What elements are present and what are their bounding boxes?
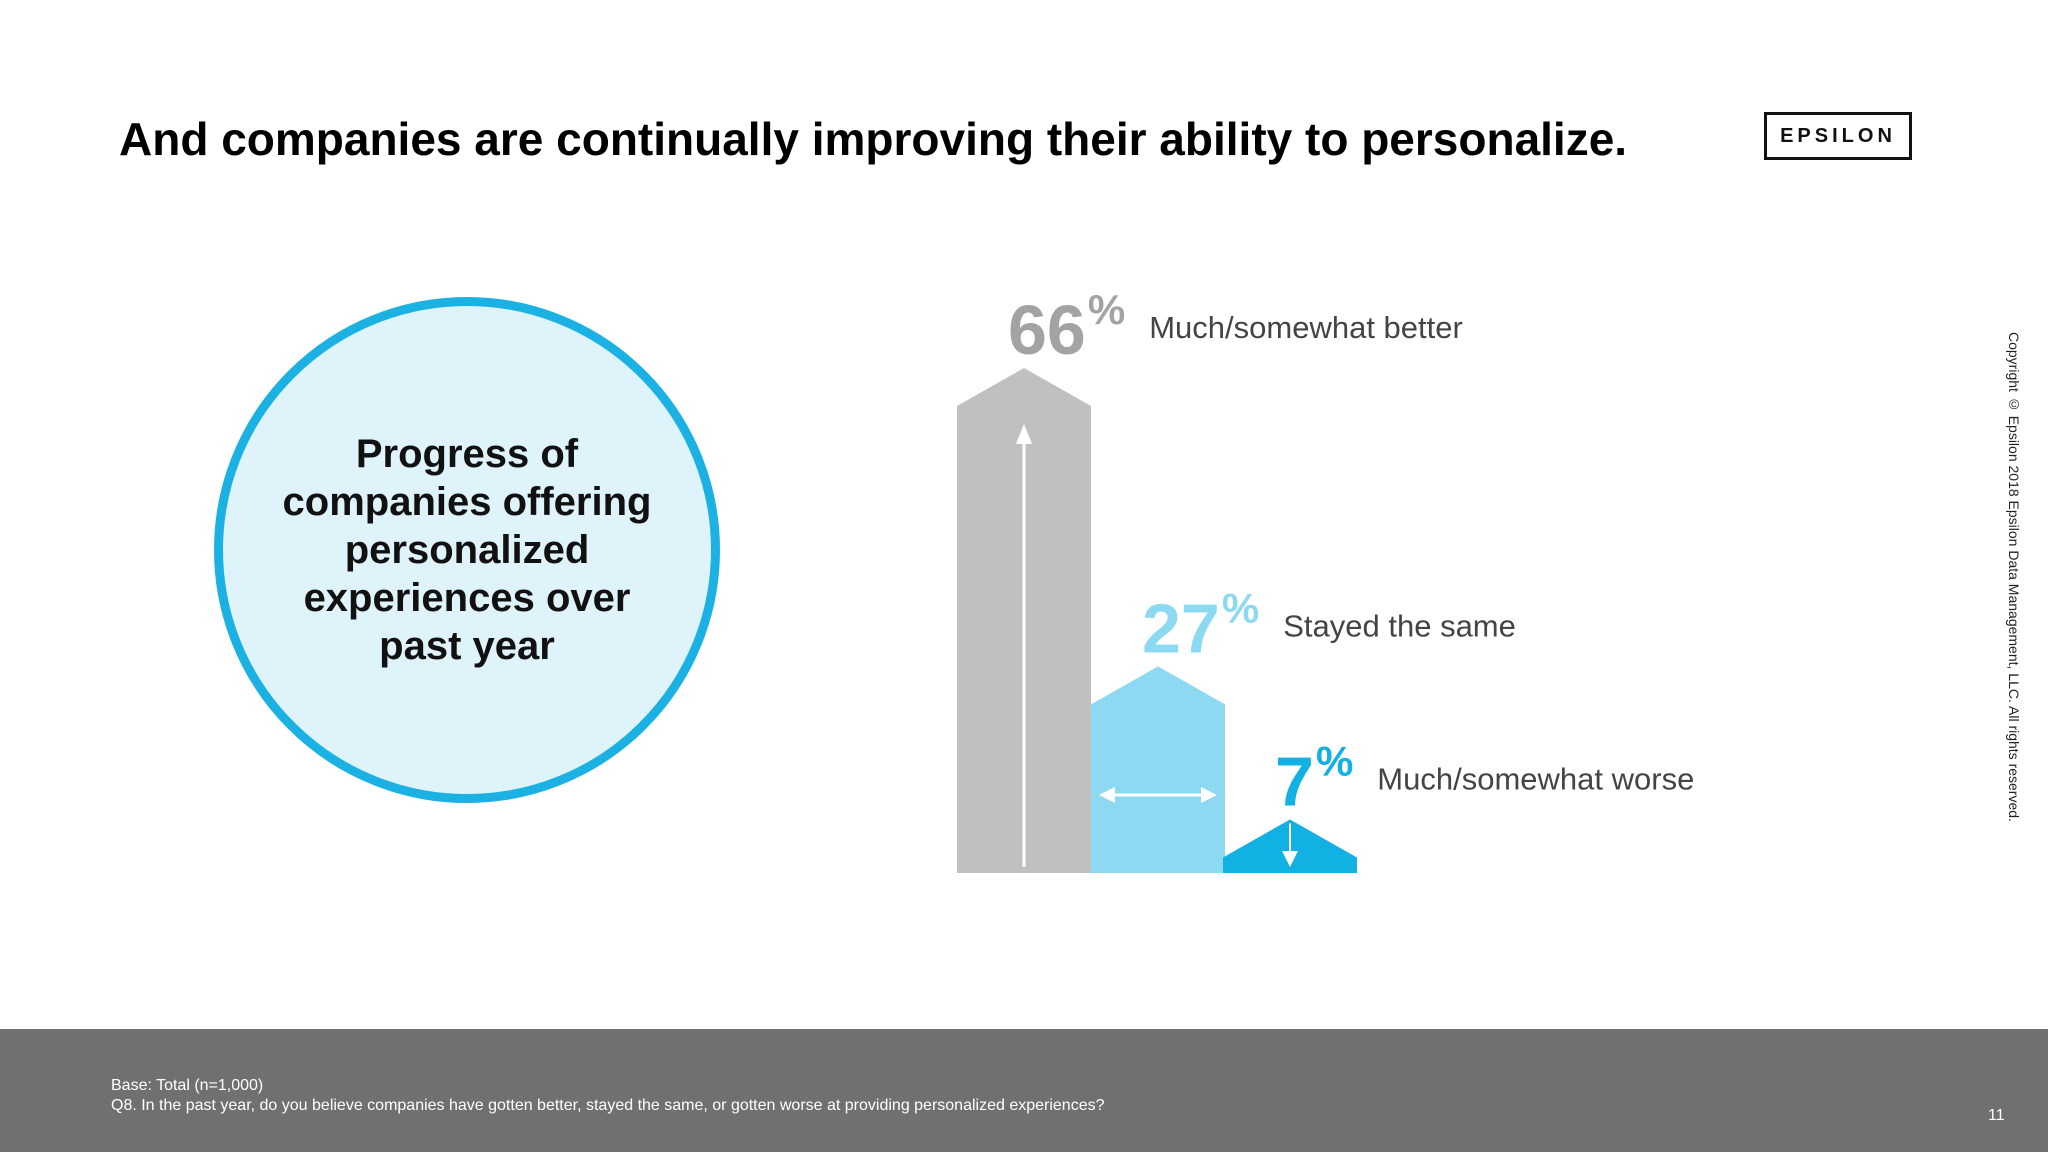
percent-sign-same: % — [1222, 584, 1259, 631]
page-title: And companies are continually improving … — [119, 113, 1628, 165]
up-arrow-icon — [1016, 424, 1032, 867]
percent-sign-worse: % — [1316, 737, 1353, 784]
category-label-better: Much/somewhat better — [1149, 310, 1463, 345]
footer-question-note: Q8. In the past year, do you believe com… — [111, 1097, 1105, 1114]
summary-circle: Progress of companies offering personali… — [214, 297, 720, 803]
footer-bar: Base: Total (n=1,000) Q8. In the past ye… — [0, 1029, 2048, 1152]
summary-circle-text: Progress of companies offering personali… — [282, 432, 652, 668]
copyright-notice: Copyright © Epsilon 2018 Epsilon Data Ma… — [2006, 332, 2022, 822]
bar-same — [1091, 666, 1225, 873]
percent-sign-better: % — [1088, 286, 1125, 333]
value-label-same: 27 — [1142, 589, 1220, 667]
bar-chart: 66% Much/somewhat better 27% Stayed the sam… — [957, 286, 1694, 873]
value-label-better: 66 — [1008, 291, 1086, 369]
value-label-worse: 7 — [1275, 742, 1314, 820]
left-right-arrow-icon — [1099, 787, 1217, 803]
down-arrow-icon — [1282, 823, 1298, 867]
category-label-worse: Much/somewhat worse — [1377, 761, 1694, 796]
epsilon-logo: EPSILON — [1764, 112, 1912, 160]
category-label-same: Stayed the same — [1283, 608, 1516, 643]
footer-base-note: Base: Total (n=1,000) — [111, 1077, 264, 1094]
page-number: 11 — [1988, 1107, 2005, 1124]
